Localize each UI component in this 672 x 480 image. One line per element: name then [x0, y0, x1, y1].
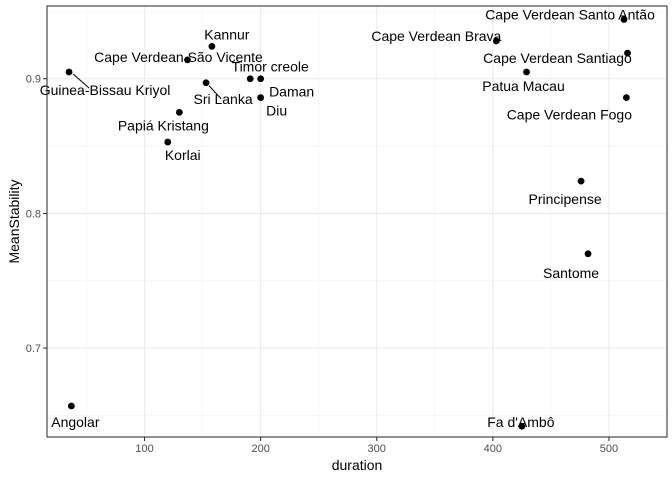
point-timor-creole	[246, 75, 254, 83]
label-korlai: Korlai	[165, 147, 201, 163]
x-tick-label: 200	[251, 443, 269, 455]
data-points	[65, 16, 631, 430]
label-cape-verdean-sao-vicente: Cape Verdean São Vicente	[94, 49, 263, 65]
point-daman	[257, 75, 265, 83]
leader-sri-lanka	[208, 85, 222, 100]
point-patua-macau	[523, 68, 530, 76]
point-labels: Angolar Guinea-Bissau Kriyol Cape Verdean …	[40, 6, 655, 430]
point-kannur	[208, 43, 216, 50]
y-tick-label: 0.7	[26, 343, 41, 355]
point-diu	[257, 94, 265, 101]
panel-border	[46, 5, 668, 438]
label-kannur: Kannur	[204, 26, 249, 42]
label-sri-lanka: Sri Lanka	[193, 91, 252, 107]
label-patua-macau: Patua Macau	[482, 78, 565, 94]
x-tick-label: 500	[600, 443, 618, 455]
point-cape-verdean-santiago	[624, 49, 631, 57]
label-daman: Daman	[269, 84, 314, 100]
label-fa-d-ambo: Fa d'Ambô	[487, 414, 554, 430]
label-papia-kristang: Papiá Kristang	[118, 117, 209, 133]
leader-guinea-bissau-kriyol	[72, 73, 90, 89]
label-cape-verdean-santo-antao: Cape Verdean Santo Antão	[485, 6, 655, 22]
label-principense: Principense	[529, 191, 602, 207]
y-tick-label: 0.9	[26, 74, 41, 86]
x-axis-title: duration	[332, 457, 383, 473]
label-cape-verdean-fogo: Cape Verdean Fogo	[507, 107, 633, 123]
point-papia-kristang	[175, 109, 183, 116]
x-tick-label: 400	[484, 443, 502, 455]
label-cape-verdean-brava: Cape Verdean Brava	[371, 28, 501, 44]
x-tick-label: 300	[368, 443, 386, 455]
label-cape-verdean-santiago: Cape Verdean Santiago	[483, 50, 632, 66]
point-cape-verdean-brava	[492, 37, 500, 45]
point-santome	[584, 250, 592, 258]
point-angolar	[67, 402, 75, 410]
y-tick-label: 0.8	[26, 208, 41, 220]
y-axis-title: MeanStability	[6, 179, 22, 263]
point-principense	[577, 177, 585, 185]
label-angolar: Angolar	[51, 414, 100, 430]
point-guinea-bissau-kriyol	[65, 68, 73, 76]
x-axis-ticks: 100 200 300 400 500	[135, 437, 618, 455]
label-diu: Diu	[266, 103, 287, 119]
point-fa-d-ambo	[518, 422, 526, 430]
point-cape-verdean-sao-vicente	[184, 56, 191, 64]
label-leaders	[72, 73, 222, 100]
label-santome: Santome	[543, 265, 599, 281]
plot-panel	[47, 6, 667, 437]
point-cape-verdean-fogo	[622, 94, 630, 101]
y-axis-ticks: 0.7 0.8 0.9	[26, 74, 47, 355]
point-sri-lanka	[202, 79, 210, 87]
x-tick-label: 100	[135, 443, 153, 455]
label-timor-creole: Timor creole	[232, 59, 309, 75]
label-guinea-bissau-kriyol: Guinea-Bissau Kriyol	[40, 82, 171, 98]
point-cape-verdean-santo-antao	[620, 16, 628, 23]
point-korlai	[164, 138, 172, 146]
